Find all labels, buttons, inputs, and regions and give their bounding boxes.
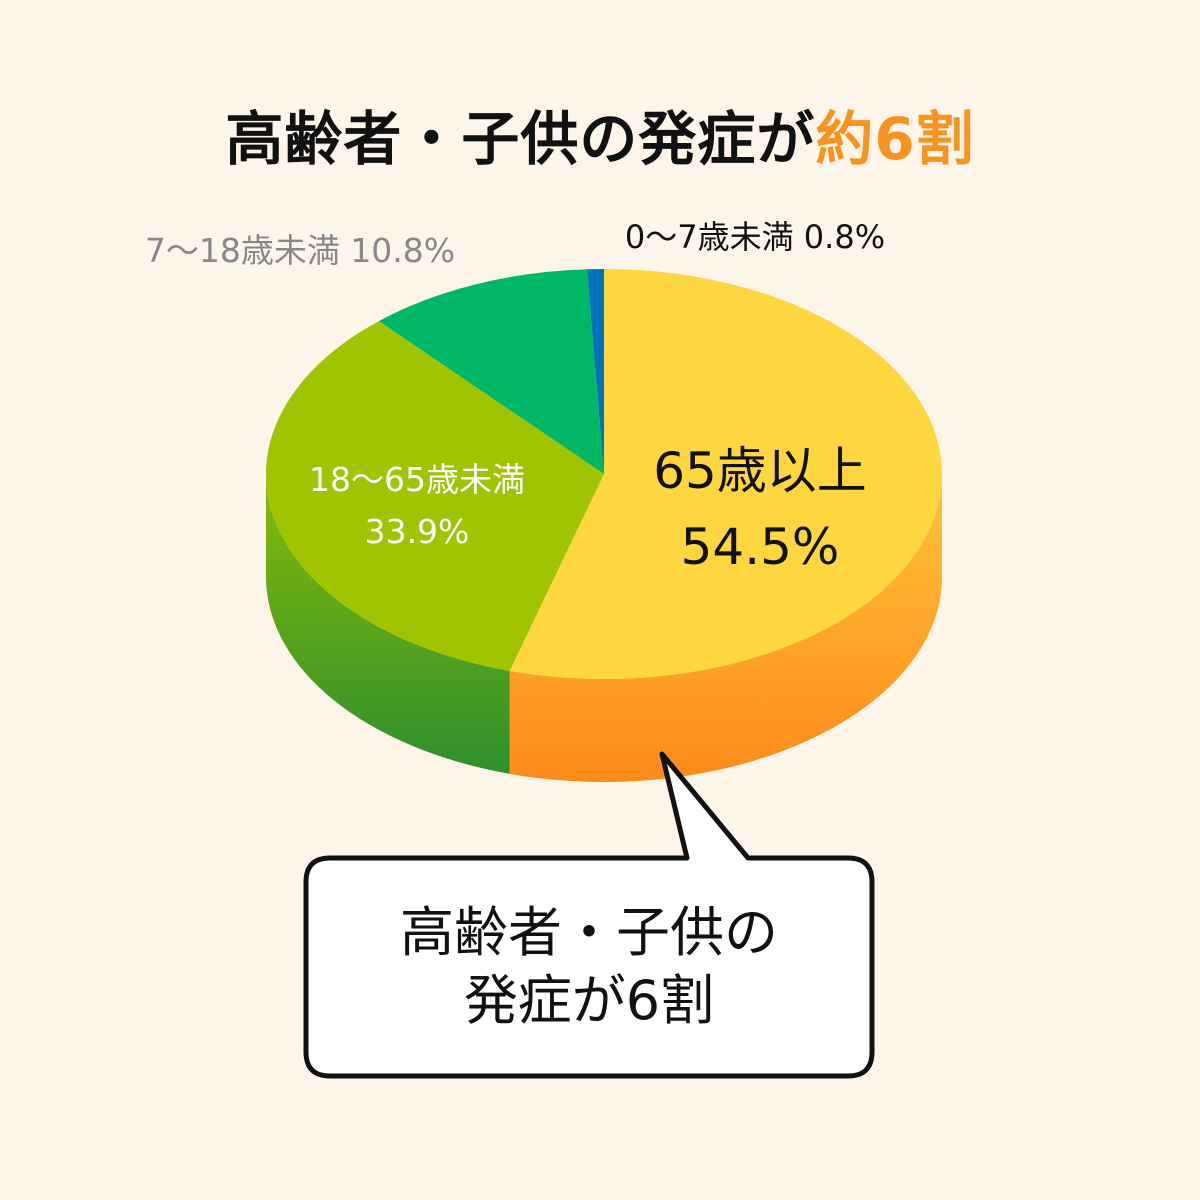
slice-label-0: 65歳以上 — [653, 442, 867, 500]
pie-slice-2 — [378, 269, 604, 474]
callout-outline — [303, 751, 875, 1079]
slice-value-3: 0.8% — [804, 218, 885, 256]
pie-slice-1 — [266, 321, 604, 671]
chart-title: 高齢者・子供の発症が約6割 — [0, 92, 1200, 176]
callout-bubble: 高齢者・子供の 発症が6割 — [306, 858, 872, 1076]
slice-value-0: 54.5% — [681, 518, 840, 576]
title-accent: 約6割 — [815, 105, 975, 173]
pie-slice-3 — [587, 269, 604, 474]
slice-label-1: 18〜65歳未満 — [309, 460, 525, 499]
title-main: 高齢者・子供の発症が — [225, 105, 816, 173]
slice-label-3: 0〜7歳未満 0.8% — [625, 218, 885, 256]
slice-value-1: 33.9% — [365, 512, 470, 551]
slice-label-2: 7〜18歳未満 10.8% — [145, 231, 455, 270]
callout-line-1: 高齢者・子供の — [400, 901, 778, 964]
pie-side-0 — [509, 474, 942, 783]
slice-value-2: 10.8% — [350, 231, 455, 270]
slice-label-text-3: 0〜7歳未満 — [625, 218, 804, 256]
pie-side-1 — [266, 474, 510, 774]
callout-line-2: 発症が6割 — [463, 969, 715, 1032]
pie-slice-0 — [509, 269, 943, 679]
slice-label-text-2: 7〜18歳未満 — [145, 231, 350, 270]
